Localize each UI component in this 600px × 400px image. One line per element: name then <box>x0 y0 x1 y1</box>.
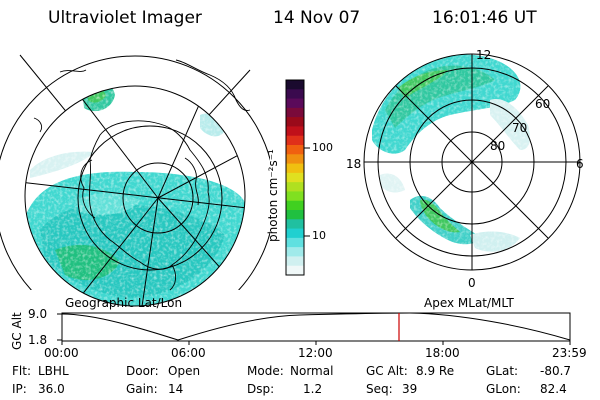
apex-caption: Apex MLat/MLT <box>424 296 514 310</box>
filter-label: Flt: <box>12 364 31 378</box>
gc-alt-value: 8.9 Re <box>416 364 455 378</box>
geo-meridian <box>157 149 245 199</box>
geographic-image-panel <box>0 54 270 307</box>
apex-meridian <box>471 161 549 239</box>
colorbar-swatch <box>286 80 304 90</box>
geo-meridian <box>69 197 159 306</box>
colorbar-label-10: 10 <box>312 229 326 242</box>
glon-value: 82.4 <box>540 382 567 396</box>
geo-latitude-circle <box>122 162 194 234</box>
altitude-xtick-label: 12:00 <box>298 346 333 360</box>
altitude-curve <box>61 312 571 341</box>
mlt-label-0: 0 <box>468 276 476 290</box>
glat-value: -80.7 <box>540 364 572 378</box>
colorbar-label-100: 100 <box>312 141 333 154</box>
altitude-axis-label: GC Alt <box>10 312 24 350</box>
altitude-plot <box>57 312 571 345</box>
mlat-label-80: 80 <box>490 139 506 153</box>
colorbar-swatch <box>286 182 304 192</box>
dsp-value: 1.2 <box>303 382 323 396</box>
mlt-label-12: 12 <box>476 48 492 62</box>
colorbar-swatch <box>286 219 304 230</box>
altitude-xtick-label: 06:00 <box>171 346 206 360</box>
colorbar-ramp <box>286 80 304 276</box>
glon-label: GLon: <box>486 382 521 396</box>
colorbar-swatch <box>286 98 304 109</box>
altitude-xtick-label: 23:59 <box>552 346 587 360</box>
filter-value: LBHL <box>38 364 69 378</box>
colorbar-swatch <box>286 172 304 183</box>
colorbar-swatch <box>286 237 304 248</box>
colorbar-swatch <box>286 126 304 137</box>
apex-image-panel <box>363 53 581 271</box>
altitude-ytick-label: 9.0 <box>28 307 48 321</box>
gain-label: Gain: <box>126 382 158 396</box>
geo-meridian <box>139 197 159 306</box>
colorbar-swatch <box>286 200 304 211</box>
mlat-label-60: 60 <box>535 97 551 111</box>
colorbar-swatch <box>286 191 304 202</box>
colorbar-swatch <box>286 135 304 146</box>
geo-outer-latitude-arc <box>0 55 270 290</box>
door-value: Open <box>168 364 201 378</box>
apex-meridian <box>471 85 549 163</box>
colorbar-swatch <box>286 163 304 174</box>
colorbar-swatch <box>286 145 304 155</box>
mode-label: Mode: <box>247 364 284 378</box>
gain-value: 14 <box>168 382 184 396</box>
colorbar-swatch <box>286 89 304 100</box>
colorbar-swatch <box>286 228 304 239</box>
colorbar-swatch <box>286 117 304 127</box>
colorbar-units: photon cm⁻²s⁻¹ <box>266 149 280 242</box>
ip-value: 36.0 <box>38 382 65 396</box>
colorbar-swatch <box>286 247 304 257</box>
geo-coastlines <box>33 59 251 291</box>
altitude-xtick-label: 18:00 <box>425 346 460 360</box>
observation-time: 16:01:46 UT <box>432 8 537 28</box>
colorbar-swatch <box>286 154 304 165</box>
colorbar-swatch <box>286 256 304 267</box>
colorbar-swatch <box>286 210 304 220</box>
ip-label: IP: <box>12 382 27 396</box>
gc-alt-label: GC Alt: <box>366 364 408 378</box>
seq-value: 39 <box>402 382 418 396</box>
mlt-label-18: 18 <box>346 157 362 171</box>
geo-meridian <box>25 181 245 215</box>
door-label: Door: <box>126 364 159 378</box>
geo-disk-border <box>24 85 246 307</box>
altitude-plot-frame <box>61 312 571 342</box>
mode-value: Normal <box>290 364 334 378</box>
colorbar <box>285 79 310 276</box>
dsp-label: Dsp: <box>247 382 275 396</box>
colorbar-swatch <box>286 265 304 276</box>
altitude-xtick-label: 00:00 <box>44 346 79 360</box>
mlat-label-70: 70 <box>512 121 528 135</box>
colorbar-swatch <box>286 107 304 118</box>
apex-meridian <box>395 85 473 163</box>
glat-label: GLat: <box>486 364 519 378</box>
instrument-title: Ultraviolet Imager <box>48 8 202 28</box>
seq-label: Seq: <box>366 382 393 396</box>
apex-meridian <box>395 161 473 239</box>
observation-date: 14 Nov 07 <box>273 8 361 28</box>
mlt-label-6: 6 <box>576 157 584 171</box>
geographic-caption: Geographic Lat/Lon <box>65 296 183 310</box>
geo-latitude-circle <box>77 125 223 271</box>
geo-auroral-emission <box>25 86 245 306</box>
altitude-ytick-label: 1.8 <box>28 333 48 347</box>
colorbar-frame <box>285 79 305 276</box>
